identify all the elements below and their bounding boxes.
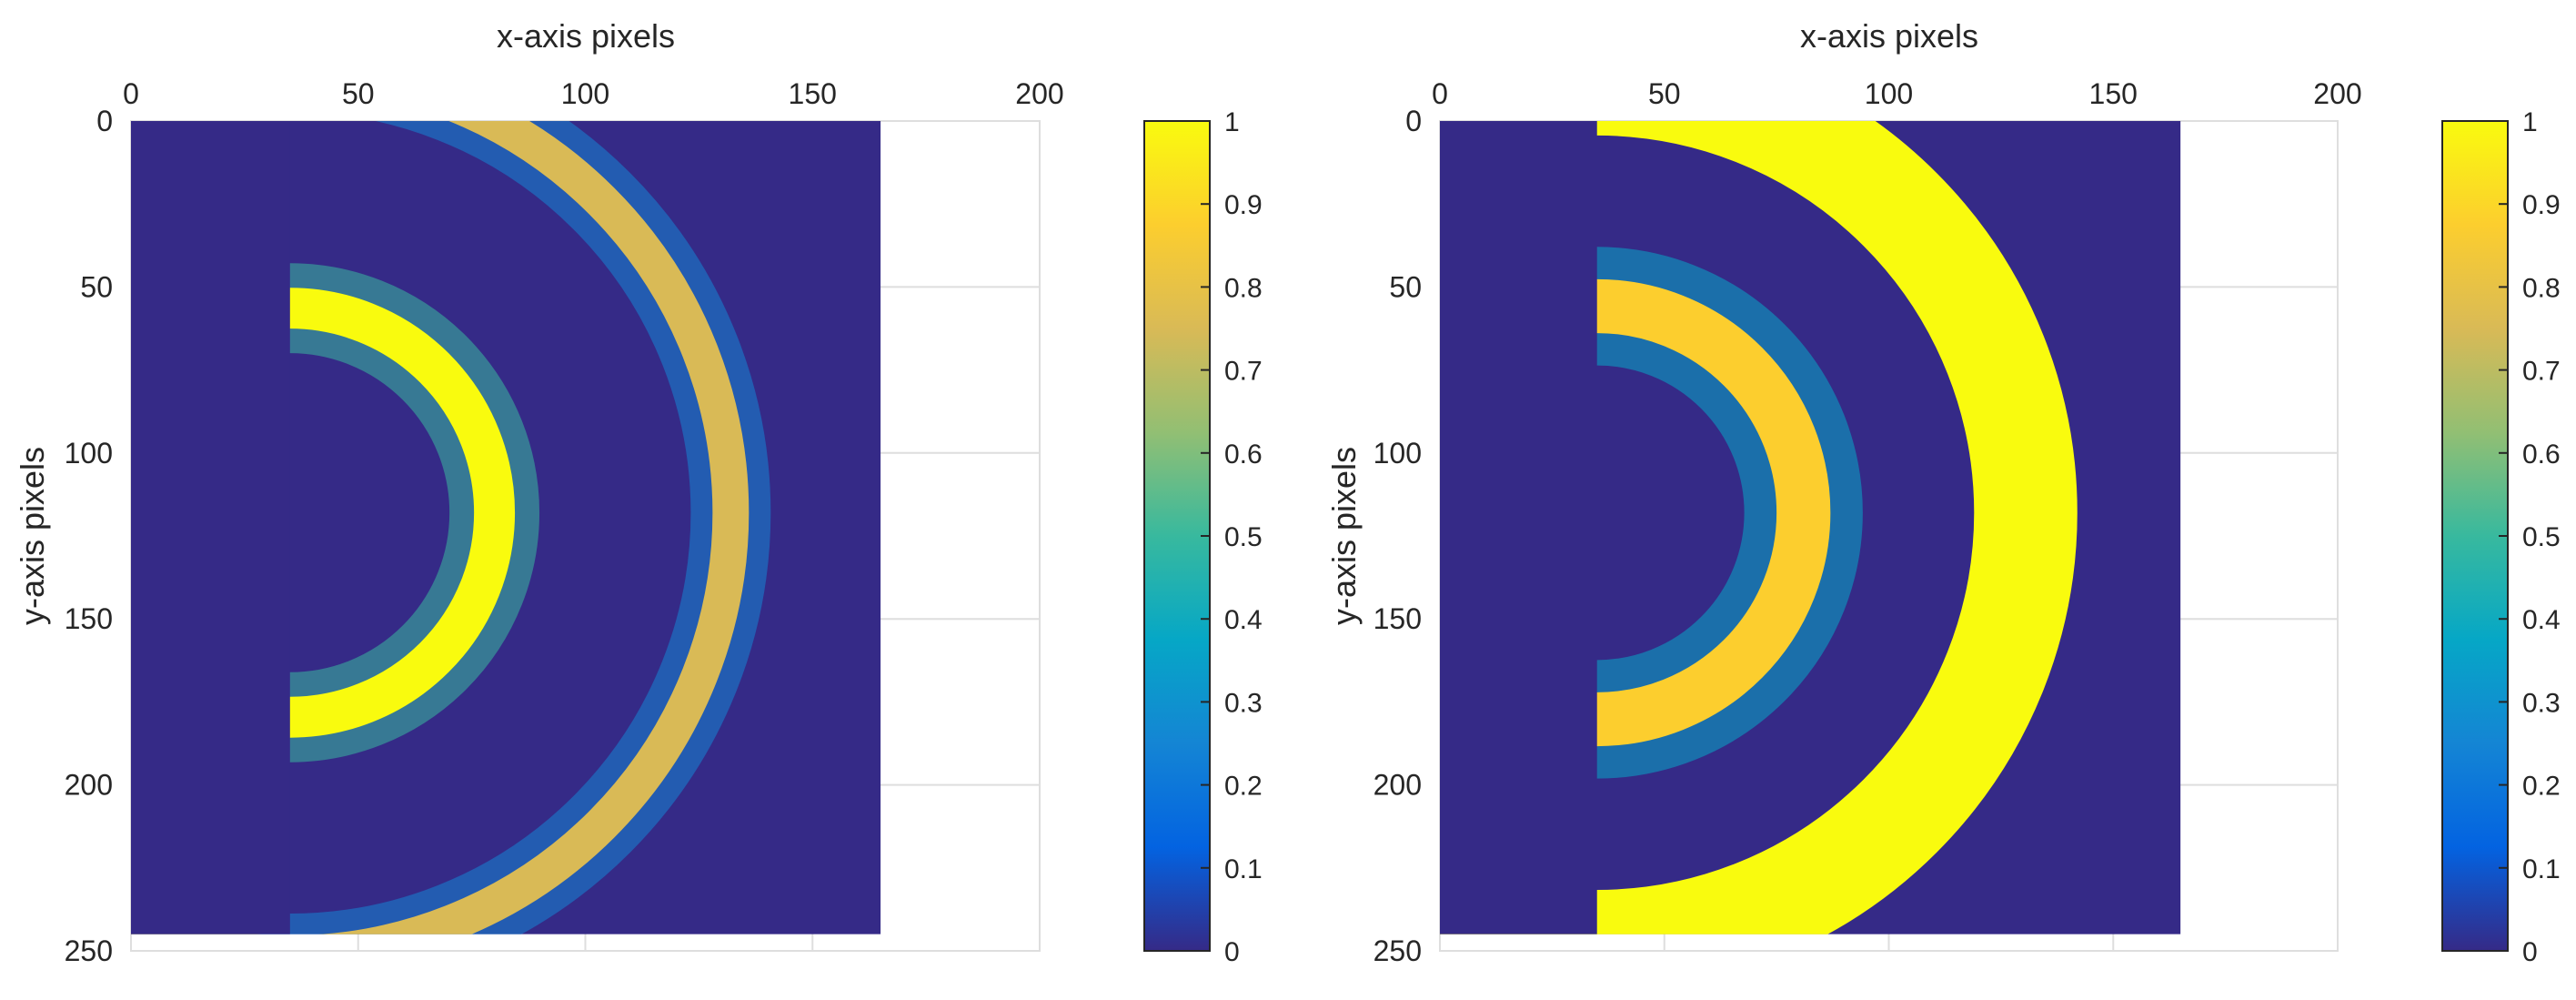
x-tick-label: 0 [1432,77,1448,110]
colorbar-tick-label: 0.4 [1224,605,1263,635]
y-tick-label: 250 [1374,934,1422,967]
chart-panel-right: 0 50 100 150 200 0 50 100 150 200 250 x-axis pixe… [1325,17,2561,967]
y-tick-label: 50 [1389,270,1422,303]
colorbar-tick-label: 0.4 [2522,605,2561,635]
colorbar-tick-label: 0.7 [2522,357,2561,387]
colorbar-tick-label: 0 [1224,937,1240,967]
y-tick-label: 200 [65,769,113,802]
y-tick-label: 0 [1405,105,1422,137]
colorbar-tick-label: 0.5 [2522,522,2561,552]
x-tick-label: 0 [123,77,139,110]
y-tick-label: 0 [96,105,113,137]
colorbar: 0 0.1 0.2 0.3 0.4 0.5 0.6 0.7 0.8 0.9 1 [1143,107,1263,967]
y-axis-label: y-axis pixels [14,447,51,625]
colorbar-tick-label: 0.9 [1224,190,1263,220]
colorbar-gradient [2441,120,2509,952]
colorbar-tick-label: 0.5 [1224,522,1263,552]
colorbar-tick-label: 1 [2522,107,2538,137]
x-tick-label: 100 [561,77,609,110]
x-tick-label: 150 [789,77,837,110]
y-tick-label: 100 [1374,437,1422,470]
heatmap-arc [131,121,750,934]
chart-panel-left: 0 50 100 150 200 0 50 100 150 200 250 x-axis pixe… [14,17,1263,967]
x-tick-labels: 0 50 100 150 200 [123,77,1064,110]
heatmap-image [131,121,881,934]
y-tick-label: 150 [65,602,113,635]
x-tick-label: 150 [2089,77,2138,110]
heatmap-image [1440,121,2181,934]
x-axis-label: x-axis pixels [1800,17,1978,55]
colorbar-tick-label: 0.8 [2522,273,2561,303]
y-tick-label: 50 [80,270,113,303]
x-tick-label: 50 [1648,77,1681,110]
heatmap-ring [1440,121,2078,934]
y-axis-label: y-axis pixels [1325,447,1363,625]
colorbar-tick-label: 0.9 [2522,190,2561,220]
y-tick-label: 250 [65,934,113,967]
colorbar-tick-label: 0.7 [1224,357,1263,387]
heatmap-left-mask [131,121,290,934]
y-tick-label: 100 [65,437,113,470]
colorbar: 0 0.1 0.2 0.3 0.4 0.5 0.6 0.7 0.8 0.9 1 [2441,107,2561,967]
colorbar-tick-label: 0.2 [1224,772,1263,802]
y-tick-labels: 0 50 100 150 200 250 [1374,105,1422,967]
colorbar-tick-label: 0.8 [1224,273,1263,303]
colorbar-tick-label: 0.1 [1224,854,1263,884]
colorbar-tick-label: 0 [2522,937,2538,967]
x-tick-label: 100 [1865,77,1913,110]
x-tick-label: 200 [1015,77,1063,110]
colorbar-tick-label: 0.3 [2522,688,2561,718]
colorbar-tick-label: 1 [1224,107,1240,137]
x-tick-labels: 0 50 100 150 200 [1432,77,2362,110]
colorbar-gradient [1143,120,1211,952]
y-tick-label: 200 [1374,769,1422,802]
heatmap-left-mask [1440,121,1597,934]
x-axis-label: x-axis pixels [497,17,675,55]
colorbar-tick-label: 0.1 [2522,854,2561,884]
colorbar-tick-label: 0.3 [1224,688,1263,718]
colorbar-tick-label: 0.6 [2522,439,2561,470]
x-tick-label: 50 [342,77,375,110]
y-tick-label: 150 [1374,602,1422,635]
colorbar-tick-label: 0.6 [1224,439,1263,470]
y-tick-labels: 0 50 100 150 200 250 [65,105,113,967]
colorbar-tick-label: 0.2 [2522,772,2561,802]
x-tick-label: 200 [2313,77,2361,110]
